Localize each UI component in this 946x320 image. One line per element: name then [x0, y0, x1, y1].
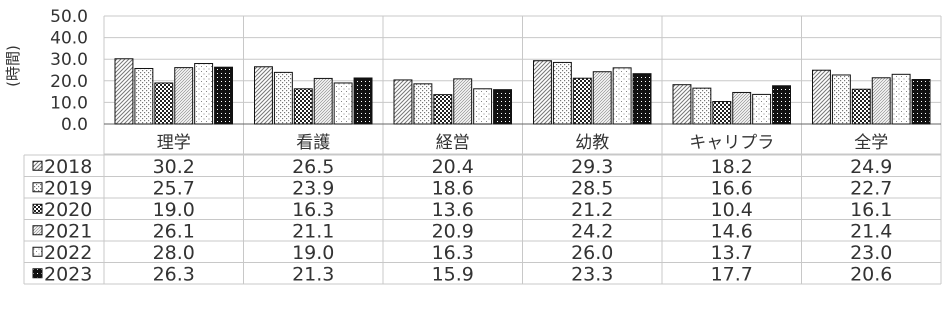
bar	[851, 88, 871, 125]
data-cell: 28.5	[571, 177, 613, 199]
data-cell: 10.4	[711, 199, 753, 221]
data-cell: 18.6	[432, 177, 474, 199]
bar	[433, 94, 453, 125]
y-axis-label: (時間)	[4, 45, 22, 87]
y-tick-label: 20.0	[50, 72, 88, 92]
bar	[413, 83, 433, 125]
bar	[453, 78, 473, 125]
data-cell: 21.4	[850, 220, 892, 242]
legend-swatch	[32, 225, 43, 236]
category-label: 理学	[157, 133, 191, 153]
data-cell: 22.7	[850, 177, 892, 199]
y-tick-label: 30.0	[50, 50, 88, 70]
bar	[572, 77, 592, 125]
data-cell: 26.3	[153, 263, 195, 285]
bar	[672, 84, 692, 125]
bar	[533, 60, 552, 125]
bar	[313, 77, 333, 125]
data-cell: 15.9	[432, 263, 474, 285]
bar	[333, 82, 353, 125]
data-cell: 24.9	[850, 156, 892, 178]
bar	[393, 79, 413, 125]
data-cell: 26.5	[292, 156, 334, 178]
legend-label: 2023	[44, 263, 92, 285]
y-tick-label: 40.0	[50, 29, 88, 49]
data-cell: 29.3	[571, 156, 613, 178]
data-cell: 19.0	[292, 242, 334, 264]
legend-label: 2021	[44, 220, 92, 242]
legend-swatch	[32, 203, 43, 214]
category-label: 全学	[854, 133, 888, 153]
bar	[911, 79, 931, 125]
bar	[552, 61, 572, 125]
legend-swatch	[32, 246, 43, 257]
data-cell: 16.3	[432, 242, 474, 264]
data-cell: 23.3	[571, 263, 613, 285]
bar	[273, 71, 293, 125]
bar	[772, 85, 791, 125]
bar	[592, 71, 612, 125]
category-label: キャリプラ	[689, 133, 774, 153]
data-cell: 30.2	[153, 156, 195, 178]
data-cell: 24.2	[571, 220, 613, 242]
bar	[154, 82, 174, 125]
data-cell: 13.7	[711, 242, 753, 264]
bar	[114, 58, 134, 125]
data-cell: 21.3	[292, 263, 334, 285]
legend-label: 2018	[44, 156, 92, 178]
legend-swatch	[32, 268, 43, 279]
data-cell: 28.0	[153, 242, 195, 264]
legend-swatch	[32, 160, 43, 171]
data-cell: 13.6	[432, 199, 474, 221]
data-cell: 25.7	[153, 177, 195, 199]
bar	[254, 66, 273, 125]
data-cell: 17.7	[711, 263, 753, 285]
data-cell: 14.6	[711, 220, 753, 242]
data-cell: 23.0	[850, 242, 892, 264]
data-cell: 23.9	[292, 177, 334, 199]
bar	[712, 101, 732, 125]
category-label: 幼教	[575, 133, 609, 153]
bar	[293, 88, 313, 125]
legend-label: 2020	[44, 199, 92, 221]
bar	[692, 87, 712, 125]
bar	[493, 89, 513, 125]
data-cell: 26.1	[153, 220, 195, 242]
legend-label: 2019	[44, 177, 92, 199]
bar	[891, 73, 911, 125]
bar	[812, 69, 831, 125]
bar	[752, 93, 772, 125]
category-label: 看護	[296, 133, 330, 153]
data-cell: 18.2	[711, 156, 753, 178]
bar	[194, 63, 214, 125]
y-tick-label: 50.0	[50, 7, 88, 27]
bar	[732, 91, 752, 125]
data-cell: 16.3	[292, 199, 334, 221]
data-cell: 16.1	[850, 199, 892, 221]
data-cell: 20.4	[432, 156, 474, 178]
y-tick-label: 0.0	[61, 115, 88, 135]
data-cell: 21.2	[571, 199, 613, 221]
bar	[134, 67, 154, 125]
data-cell: 16.6	[711, 177, 753, 199]
bar	[871, 77, 891, 125]
bar	[174, 67, 194, 125]
y-tick-label: 10.0	[50, 93, 88, 113]
bar	[632, 73, 652, 125]
bar	[612, 67, 632, 125]
data-cell: 20.9	[432, 220, 474, 242]
data-cell: 21.1	[292, 220, 334, 242]
data-cell: 26.0	[571, 242, 613, 264]
data-cell: 19.0	[153, 199, 195, 221]
legend-label: 2022	[44, 242, 92, 264]
bar	[831, 74, 851, 125]
bar	[353, 77, 373, 125]
data-cell: 20.6	[850, 263, 892, 285]
category-label: 経営	[436, 133, 470, 153]
bar	[214, 66, 233, 125]
bar	[473, 88, 493, 125]
legend-swatch	[32, 182, 43, 193]
